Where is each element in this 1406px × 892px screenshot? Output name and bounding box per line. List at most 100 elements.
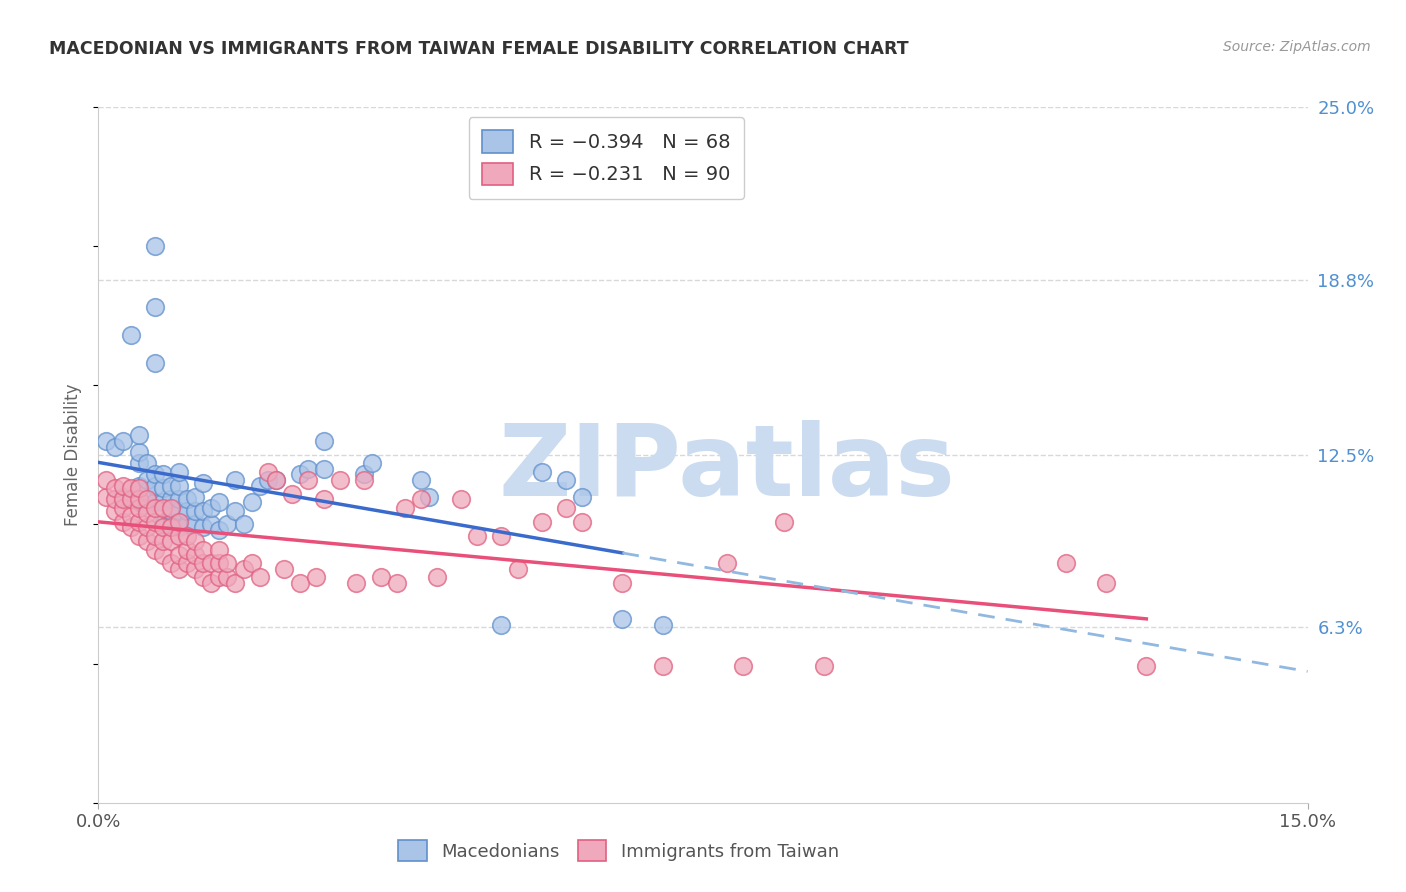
Legend: Macedonians, Immigrants from Taiwan: Macedonians, Immigrants from Taiwan [388, 831, 848, 871]
Point [530, 465, 553, 479]
Point [143, 239, 166, 253]
Point [305, 570, 328, 584]
Point [128, 495, 150, 509]
Point [184, 503, 207, 517]
Point [353, 473, 375, 487]
Point [176, 542, 198, 557]
Point [184, 562, 207, 576]
Point [353, 467, 375, 482]
Y-axis label: Female Disability: Female Disability [65, 384, 83, 526]
Point [152, 467, 174, 482]
Point [491, 617, 513, 632]
Point [160, 517, 183, 532]
Point [128, 428, 150, 442]
Point [103, 440, 125, 454]
Point [240, 557, 263, 571]
Point [571, 490, 593, 504]
Point [208, 523, 231, 537]
Point [208, 557, 231, 571]
Point [555, 473, 578, 487]
Point [152, 520, 174, 534]
Point [217, 570, 239, 584]
Text: Source: ZipAtlas.com: Source: ZipAtlas.com [1223, 40, 1371, 54]
Point [491, 528, 513, 542]
Point [111, 515, 134, 529]
Point [167, 562, 190, 576]
Point [208, 542, 231, 557]
Point [281, 487, 304, 501]
Point [152, 481, 174, 495]
Point [167, 478, 190, 492]
Point [297, 462, 319, 476]
Point [143, 356, 166, 370]
Point [176, 492, 198, 507]
Point [200, 500, 222, 515]
Point [167, 548, 190, 562]
Point [111, 492, 134, 507]
Point [120, 481, 142, 495]
Point [167, 465, 190, 479]
Point [135, 500, 157, 515]
Point [120, 509, 142, 524]
Point [143, 500, 166, 515]
Point [128, 500, 150, 515]
Point [128, 481, 150, 495]
Point [103, 481, 125, 495]
Point [264, 473, 287, 487]
Point [329, 473, 352, 487]
Point [240, 495, 263, 509]
Point [200, 557, 222, 571]
Point [176, 517, 198, 532]
Point [111, 478, 134, 492]
Point [143, 528, 166, 542]
Point [208, 495, 231, 509]
Point [224, 473, 246, 487]
Point [184, 517, 207, 532]
Point [143, 478, 166, 492]
Point [143, 542, 166, 557]
Point [571, 515, 593, 529]
Point [128, 515, 150, 529]
Point [193, 503, 215, 517]
Point [193, 520, 215, 534]
Point [297, 473, 319, 487]
Point [370, 570, 392, 584]
Point [135, 484, 157, 499]
Point [143, 515, 166, 529]
Point [96, 473, 118, 487]
Point [394, 500, 416, 515]
Point [160, 534, 183, 549]
Point [733, 659, 755, 673]
Point [111, 434, 134, 448]
Point [103, 503, 125, 517]
Point [120, 492, 142, 507]
Point [176, 528, 198, 542]
Point [160, 503, 183, 517]
Point [288, 467, 311, 482]
Point [193, 570, 215, 584]
Point [96, 490, 118, 504]
Point [135, 520, 157, 534]
Point [409, 492, 432, 507]
Point [256, 473, 278, 487]
Point [450, 492, 472, 507]
Point [314, 462, 336, 476]
Point [256, 465, 278, 479]
Point [143, 495, 166, 509]
Point [208, 570, 231, 584]
Point [217, 517, 239, 532]
Point [385, 576, 408, 591]
Point [249, 570, 271, 584]
Point [135, 492, 157, 507]
Point [176, 557, 198, 571]
Point [160, 500, 183, 515]
Point [200, 517, 222, 532]
Point [530, 515, 553, 529]
Point [160, 492, 183, 507]
Point [506, 562, 529, 576]
Point [264, 473, 287, 487]
Point [249, 478, 271, 492]
Point [128, 528, 150, 542]
Point [314, 434, 336, 448]
Point [612, 612, 634, 626]
